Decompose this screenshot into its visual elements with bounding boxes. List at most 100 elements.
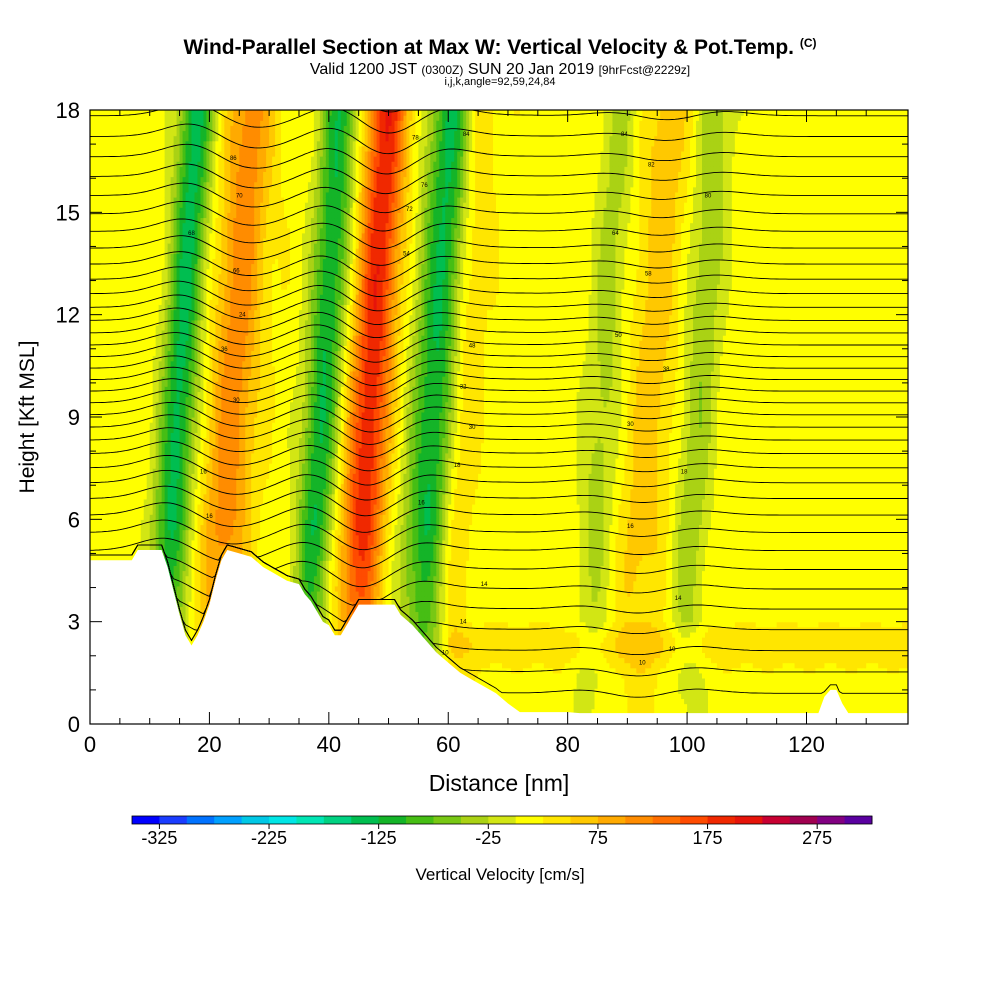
velocity-cell	[110, 110, 115, 116]
velocity-cell	[176, 370, 181, 377]
velocity-cell	[161, 248, 166, 254]
velocity-cell	[125, 248, 130, 254]
velocity-cell	[98, 115, 103, 121]
velocity-cell	[170, 570, 175, 577]
velocity-cell	[143, 386, 148, 393]
velocity-cell	[119, 376, 124, 382]
velocity-cell	[104, 335, 109, 341]
velocity-cell	[128, 391, 133, 398]
velocity-cell	[146, 370, 151, 377]
velocity-cell	[95, 391, 100, 398]
velocity-cell	[92, 243, 97, 249]
velocity-cell	[179, 463, 184, 469]
velocity-cell	[134, 524, 139, 531]
velocity-cell	[104, 227, 109, 234]
velocity-cell	[107, 411, 112, 418]
velocity-cell	[176, 401, 181, 408]
velocity-cell	[137, 191, 142, 198]
velocity-cell	[176, 258, 181, 265]
velocity-cell	[98, 488, 103, 495]
velocity-cell	[122, 156, 127, 162]
velocity-cell	[104, 391, 109, 398]
velocity-cell	[104, 258, 109, 265]
velocity-cell	[119, 355, 124, 362]
velocity-cell	[146, 115, 151, 121]
velocity-cell	[161, 330, 166, 336]
velocity-cell	[125, 463, 130, 469]
velocity-cell	[173, 447, 178, 454]
velocity-cell	[90, 207, 94, 213]
velocity-cell	[125, 442, 130, 449]
velocity-cell	[122, 488, 127, 495]
velocity-cell	[143, 202, 148, 208]
velocity-cell	[101, 483, 106, 490]
velocity-cell	[143, 176, 148, 183]
velocity-cell	[146, 544, 151, 551]
velocity-cell	[161, 427, 166, 433]
velocity-cell	[137, 120, 142, 126]
velocity-cell	[90, 534, 94, 541]
velocity-cell	[113, 243, 118, 249]
velocity-cell	[134, 176, 139, 183]
velocity-cell	[146, 237, 151, 244]
velocity-cell	[98, 243, 103, 249]
velocity-cell	[95, 319, 100, 326]
velocity-cell	[155, 314, 160, 321]
velocity-cell	[125, 468, 130, 474]
velocity-cell	[113, 171, 118, 178]
velocity-cell	[134, 299, 139, 306]
velocity-cell	[143, 283, 148, 290]
velocity-cell	[173, 120, 178, 126]
velocity-cell	[128, 386, 133, 393]
velocity-cell	[164, 171, 169, 178]
velocity-cell	[101, 319, 106, 326]
velocity-cell	[90, 345, 94, 352]
velocity-cell	[95, 457, 100, 464]
velocity-cell	[101, 217, 106, 224]
velocity-cell	[179, 524, 184, 531]
velocity-cell	[110, 125, 115, 132]
velocity-cell	[125, 161, 130, 167]
velocity-cell	[98, 212, 103, 219]
velocity-cell	[134, 145, 139, 152]
velocity-cell	[179, 565, 184, 572]
velocity-cell	[173, 457, 178, 464]
velocity-cell	[131, 437, 136, 444]
velocity-cell	[155, 191, 160, 198]
velocity-cell	[113, 217, 118, 224]
velocity-cell	[104, 514, 109, 520]
velocity-cell	[161, 263, 166, 270]
velocity-cell	[146, 273, 151, 280]
velocity-cell	[137, 483, 142, 490]
velocity-cell	[131, 534, 136, 541]
velocity-cell	[158, 524, 163, 531]
velocity-cell	[155, 161, 160, 167]
velocity-cell	[176, 550, 181, 556]
velocity-cell	[143, 350, 148, 357]
velocity-cell	[122, 150, 127, 157]
velocity-cell	[98, 534, 103, 541]
velocity-cell	[128, 381, 133, 387]
velocity-cell	[143, 406, 148, 413]
velocity-cell	[113, 406, 118, 413]
velocity-cell	[101, 150, 106, 157]
velocity-cell	[179, 473, 184, 479]
velocity-cell	[176, 268, 181, 275]
velocity-cell	[90, 253, 94, 259]
velocity-cell	[137, 110, 142, 116]
velocity-cell	[170, 340, 175, 346]
velocity-cell	[98, 181, 103, 188]
velocity-cell	[149, 473, 154, 479]
velocity-cell	[134, 452, 139, 459]
velocity-cell	[179, 616, 184, 623]
velocity-cell	[104, 212, 109, 219]
velocity-cell	[95, 268, 100, 275]
velocity-cell	[173, 360, 178, 367]
velocity-cell	[152, 330, 157, 336]
velocity-cell	[170, 447, 175, 454]
velocity-cell	[161, 227, 166, 234]
velocity-cell	[149, 468, 154, 474]
velocity-cell	[161, 432, 166, 439]
velocity-cell	[167, 202, 172, 208]
velocity-cell	[155, 227, 160, 234]
